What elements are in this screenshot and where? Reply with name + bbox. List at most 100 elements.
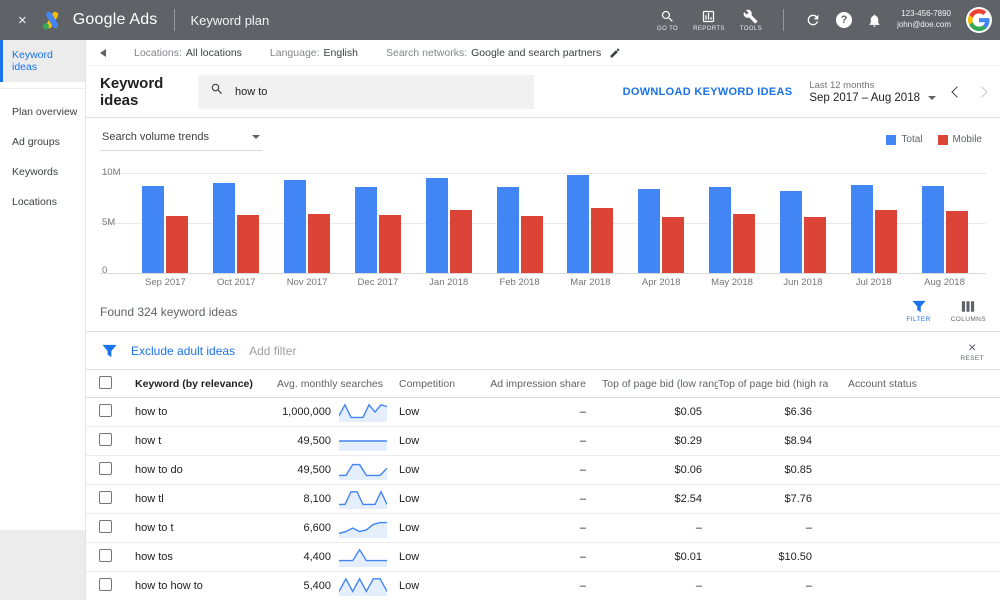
row-checkbox[interactable] (99, 549, 112, 562)
table-row[interactable]: how to do 49,500 Low – $0.06 $0.85 (86, 456, 1000, 485)
refresh-icon[interactable] (805, 12, 821, 28)
table-row[interactable]: how tl 8,100 Low – $2.54 $7.76 (86, 485, 1000, 514)
account-phone: 123-456-7890 (901, 9, 951, 19)
col-account-status[interactable]: Account status (848, 377, 917, 390)
row-checkbox[interactable] (99, 578, 112, 591)
keyword-cell: how tl (135, 493, 164, 505)
col-keyword[interactable]: Keyword (by relevance) (135, 377, 253, 390)
next-period-button[interactable] (976, 85, 988, 98)
download-keyword-ideas-button[interactable]: DOWNLOAD KEYWORD IDEAS (622, 85, 793, 98)
reset-button[interactable]: × RESET (960, 338, 984, 362)
filter-button[interactable]: FILTER (906, 300, 930, 323)
col-avg-monthly-searches[interactable]: Avg. monthly searches (276, 377, 383, 390)
gridline-5m (100, 223, 986, 224)
account-info: 123-456-7890 john@doe.com (897, 9, 951, 31)
chart-legend: Total Mobile (886, 134, 982, 145)
chart-month-group: May 2018 (697, 173, 768, 288)
edit-pencil-icon[interactable] (609, 47, 621, 59)
chart-month-group: Jul 2018 (838, 173, 909, 288)
col-competition[interactable]: Competition (399, 377, 456, 390)
add-filter-button[interactable]: Add filter (249, 343, 297, 358)
search-trend-sparkline (331, 431, 389, 451)
tools-button[interactable]: TOOLS (740, 9, 762, 32)
wrench-icon (743, 9, 758, 24)
collapse-arrow-icon[interactable] (100, 48, 106, 57)
columns-button[interactable]: COLUMNS (951, 300, 986, 323)
chart-month-group: Sep 2017 (130, 173, 201, 288)
chart-month-group: Feb 2018 (484, 173, 555, 288)
sidebar-item-plan-overview[interactable]: Plan overview (12, 106, 78, 118)
col-top-bid-high[interactable]: Top of page bid (high range) (718, 377, 828, 390)
plan-settings-bar: Locations: All locations Language: Engli… (86, 40, 1000, 66)
table-row[interactable]: how to t 6,600 Low – – – (86, 514, 1000, 543)
row-checkbox[interactable] (99, 404, 112, 417)
help-icon[interactable]: ? (836, 12, 853, 28)
sidebar-item-ad-groups[interactable]: Ad groups (12, 136, 60, 148)
chart-x-label: Sep 2017 (145, 277, 186, 288)
select-all-checkbox[interactable] (99, 375, 112, 389)
close-icon[interactable]: × (18, 11, 27, 29)
exclude-adult-ideas-filter[interactable]: Exclude adult ideas (131, 343, 236, 358)
previous-period-button[interactable] (951, 85, 963, 98)
chart-x-label: Feb 2018 (499, 277, 540, 288)
bar-total (850, 185, 873, 273)
language-setting[interactable]: Language: English (269, 46, 358, 59)
keyword-cell: how t (135, 435, 162, 447)
chart-x-label: Oct 2017 (216, 277, 256, 288)
sidebar-item-keywords[interactable]: Keywords (12, 166, 59, 178)
sidebar-footer-area (0, 530, 85, 600)
top-bid-low-cell: $0.01 (674, 551, 702, 563)
table-row[interactable]: how tos 4,400 Low – $0.01 $10.50 (86, 543, 1000, 572)
goto-button[interactable]: GO TO (657, 9, 678, 32)
chart-month-group: Apr 2018 (626, 173, 697, 288)
notifications-bell-icon[interactable] (867, 13, 882, 28)
ad-impression-share-cell: – (579, 493, 586, 505)
chart-bars: Sep 2017 Oct 2017 Nov 2017 Dec 2017 Jan 2018… (130, 173, 980, 288)
row-checkbox[interactable] (99, 491, 112, 504)
avg-monthly-searches-cell: 1,000,000 (282, 406, 331, 418)
reports-button[interactable]: REPORTS (693, 9, 725, 32)
bar-total (638, 189, 661, 273)
search-networks-setting[interactable]: Search networks: Google and search partn… (386, 47, 621, 59)
chart-month-group: Dec 2017 (342, 173, 413, 288)
search-trend-sparkline (331, 402, 389, 422)
table-row[interactable]: how t 49,500 Low – $0.29 $8.94 (86, 427, 1000, 456)
brand-name: Google Ads (72, 11, 158, 28)
keyword-table-body: how to 1,000,000 Low – $0.05 $6.36 how t 49,500… (86, 398, 1000, 600)
legend-total: Total (886, 134, 923, 145)
page-title: Keyword plan (190, 12, 270, 28)
table-row[interactable]: how to 1,000,000 Low – $0.05 $6.36 (86, 398, 1000, 427)
account-email: john@doe.com (897, 20, 951, 29)
avg-monthly-searches-cell: 6,600 (303, 522, 331, 534)
google-ads-logo (41, 10, 63, 30)
row-checkbox[interactable] (99, 520, 112, 533)
search-query-text: how to (235, 85, 268, 98)
keyword-search-input[interactable]: how to (198, 74, 534, 109)
bar-total (213, 183, 236, 273)
chart-x-label: Nov 2017 (286, 277, 328, 288)
search-icon (660, 9, 675, 24)
chevron-down-icon (928, 95, 936, 100)
locations-setting[interactable]: Locations: All locations (134, 46, 242, 59)
date-range-selector[interactable]: Last 12 months Sep 2017 – Aug 2018 (809, 80, 936, 104)
avatar[interactable] (966, 7, 992, 33)
col-top-bid-low[interactable]: Top of page bid (low range) (602, 377, 718, 390)
reset-x-icon: × (968, 338, 977, 355)
row-checkbox[interactable] (99, 433, 112, 446)
chart-x-label: Mar 2018 (570, 277, 611, 288)
col-ad-impression-share[interactable]: Ad impression share (490, 377, 586, 390)
chart-x-label: Jul 2018 (855, 277, 892, 288)
table-row[interactable]: how to how to 5,400 Low – – – (86, 572, 1000, 600)
ad-impression-share-cell: – (579, 580, 586, 592)
avg-monthly-searches-cell: 4,400 (303, 551, 331, 563)
row-checkbox[interactable] (99, 462, 112, 475)
chart-x-label: Jan 2018 (429, 277, 469, 288)
sidebar-item-locations[interactable]: Locations (12, 196, 57, 208)
competition-cell: Low (399, 551, 420, 563)
avg-monthly-searches-cell: 49,500 (297, 464, 331, 476)
sidebar-item-keyword-ideas[interactable]: Keyword ideas (0, 40, 85, 82)
search-volume-trends-dropdown[interactable]: Search volume trends (100, 128, 262, 151)
search-trend-sparkline (331, 460, 389, 480)
top-bid-low-cell: – (695, 580, 702, 592)
bar-total (496, 187, 519, 273)
